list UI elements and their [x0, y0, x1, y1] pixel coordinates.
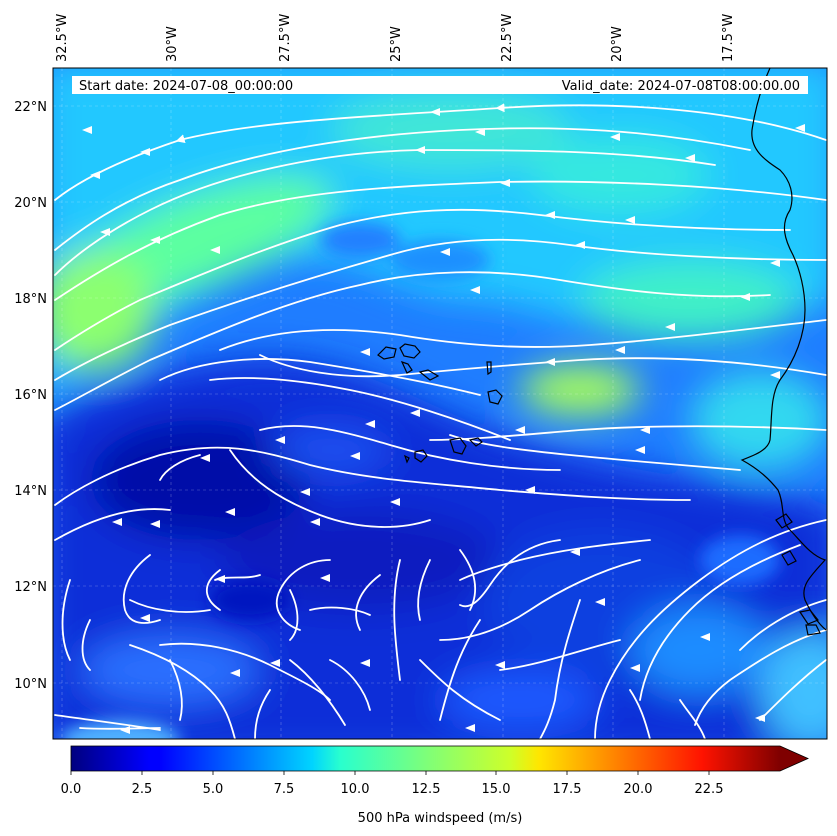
- streamline: [219, 319, 827, 351]
- streamline-arrows: [82, 108, 805, 734]
- colorbar-tick-label: 0.0: [61, 782, 82, 797]
- colorbar-tick-label: 7.5: [274, 782, 295, 797]
- streamline: [229, 449, 431, 528]
- lat-label: 22°N: [14, 100, 47, 115]
- streamline: [54, 103, 827, 201]
- streamline: [629, 689, 651, 739]
- lon-label: 20°W: [610, 26, 625, 62]
- streamline: [459, 539, 561, 608]
- lon-label: 25°W: [389, 26, 404, 62]
- colorbar-tick-label: 5.0: [203, 782, 224, 797]
- streamline: [539, 599, 581, 739]
- colorbar-tick-marks: [70, 771, 710, 775]
- streamline: [129, 599, 211, 613]
- streamline: [417, 559, 431, 621]
- streamline: [79, 727, 161, 730]
- streamline: [54, 238, 827, 381]
- valid-date-label: Valid_date: 2024-07-08T08:00:00.00: [562, 79, 800, 94]
- colorbar: 0.0 2.5 5.0 7.5 10.0 12.5 15.0 17.5 20.0…: [61, 745, 809, 826]
- streamline: [329, 659, 371, 711]
- date-header: Start date: 2024-07-08_00:00:00 Valid_da…: [72, 76, 808, 94]
- lat-label: 20°N: [14, 196, 47, 211]
- streamline: [419, 659, 501, 721]
- lat-label: 12°N: [14, 580, 47, 595]
- streamline: [122, 554, 161, 624]
- latitude-labels: 22°N 20°N 18°N 16°N 14°N 12°N 10°N: [14, 100, 47, 692]
- colorbar-extend-arrow: [780, 746, 808, 771]
- streamline: [159, 454, 201, 481]
- date-header-box: [72, 76, 808, 94]
- streamline: [449, 434, 741, 471]
- streamline: [759, 659, 827, 721]
- streamline: [259, 425, 561, 471]
- streamline: [54, 127, 751, 251]
- streamline: [499, 639, 621, 671]
- streamline: [679, 699, 706, 739]
- colorbar-tick-label: 10.0: [341, 782, 370, 797]
- streamline: [129, 644, 236, 739]
- streamline: [159, 642, 331, 701]
- colorbar-tick-label: 22.5: [695, 782, 724, 797]
- streamline: [61, 579, 71, 661]
- map-frame: [52, 67, 828, 740]
- lat-label: 10°N: [14, 677, 47, 692]
- streamline: [209, 377, 511, 441]
- lon-label: 22.5°W: [500, 14, 515, 62]
- colorbar-tick-label: 15.0: [482, 782, 511, 797]
- streamline: [54, 180, 827, 301]
- colorbar-tick-label: 12.5: [412, 782, 441, 797]
- streamline: [739, 599, 827, 651]
- lat-label: 16°N: [14, 388, 47, 403]
- streamline: [254, 689, 271, 739]
- streamline: [205, 569, 221, 611]
- streamline: [54, 149, 716, 276]
- streamline: [309, 606, 371, 616]
- streamline: [459, 539, 651, 581]
- streamline: [393, 559, 401, 681]
- lon-label: 32.5°W: [55, 14, 70, 62]
- streamline: [54, 208, 791, 351]
- colorbar-outline: [70, 745, 809, 772]
- colorbar-tick-labels: 0.0 2.5 5.0 7.5 10.0 12.5 15.0 17.5 20.0…: [61, 782, 724, 797]
- streamline: [275, 559, 331, 631]
- colorbar-tick-label: 2.5: [132, 782, 153, 797]
- longitude-labels: 32.5°W 30°W 27.5°W 25°W 22.5°W 20°W 17.5…: [55, 14, 736, 62]
- start-date-label: Start date: 2024-07-08_00:00:00: [79, 79, 293, 94]
- streamline: [54, 446, 691, 506]
- colorbar-label: 500 hPa windspeed (m/s): [358, 811, 523, 826]
- west-africa-coast: [740, 68, 827, 631]
- streamlines: [54, 103, 827, 739]
- lon-label: 30°W: [165, 26, 180, 62]
- streamline: [355, 574, 381, 631]
- streamline: [54, 508, 171, 541]
- lon-label: 27.5°W: [278, 14, 293, 62]
- streamline: [259, 354, 827, 378]
- lon-label: 17.5°W: [721, 14, 736, 62]
- lat-label: 14°N: [14, 484, 47, 499]
- lat-label: 18°N: [14, 292, 47, 307]
- streamline: [159, 358, 481, 396]
- streamline: [439, 619, 481, 721]
- map-panel: [53, 68, 827, 739]
- colorbar-tick-label: 20.0: [624, 782, 653, 797]
- streamline: [639, 544, 801, 701]
- colorbar-tick-label: 17.5: [553, 782, 582, 797]
- streamline: [81, 619, 91, 671]
- streamline: [289, 659, 346, 726]
- streamline: [594, 519, 827, 739]
- coastline: [377, 68, 827, 636]
- streamline: [694, 629, 827, 726]
- streamline: [169, 659, 183, 721]
- streamline: [289, 589, 299, 641]
- colorbar-gradient: [71, 746, 780, 771]
- streamline: [54, 271, 771, 411]
- streamline: [459, 549, 477, 611]
